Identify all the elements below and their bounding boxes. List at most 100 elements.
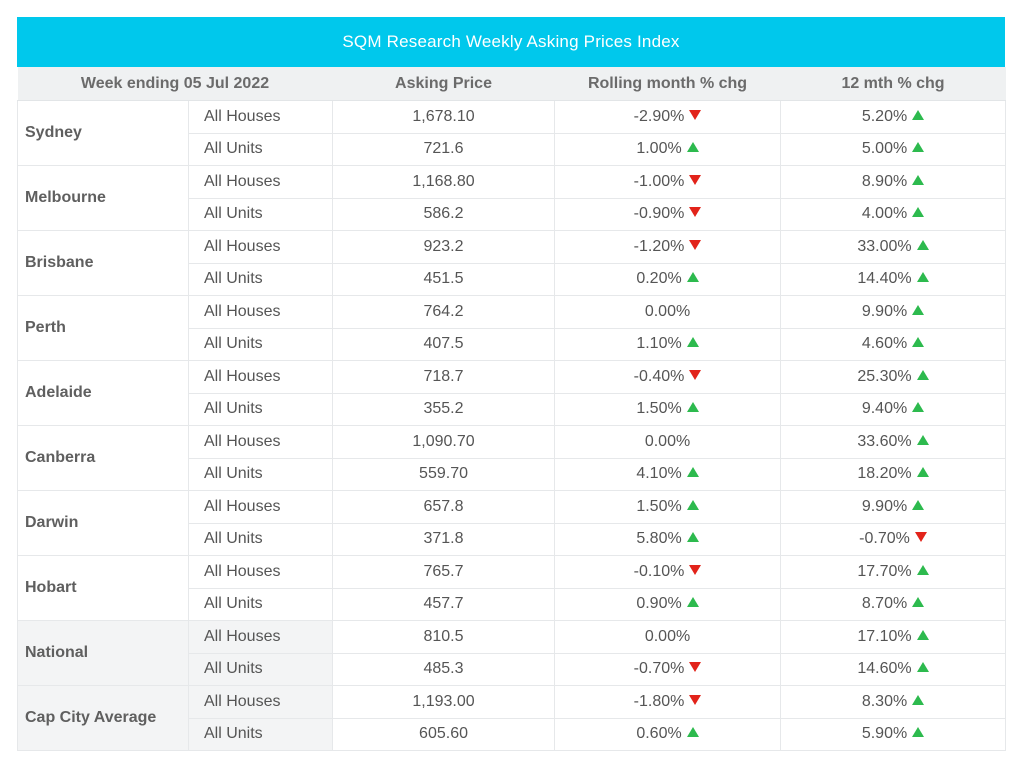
twelve-month-change-value: 9.90%: [861, 497, 908, 515]
twelve-month-change: 4.60%: [780, 327, 1007, 361]
asking-price: 485.3: [332, 652, 556, 686]
rolling-month-change: -1.20%: [554, 230, 782, 264]
table-row: National All Houses 810.5 0.00% 17.10%: [17, 620, 1007, 686]
twelve-month-change-value: -0.70%: [859, 530, 910, 548]
property-type: All Houses: [187, 620, 334, 654]
up-arrow-icon: [686, 337, 699, 348]
rolling-month-change-value: -0.40%: [633, 367, 685, 385]
twelve-month-change: 14.60%: [780, 652, 1007, 686]
asking-price: 407.5: [332, 327, 556, 361]
property-type: All Houses: [187, 360, 334, 394]
table-row: Cap City Average All Houses 1,193.00 -1.80%…: [17, 685, 1007, 751]
twelve-month-change: 33.60%: [780, 425, 1007, 459]
rolling-month-change: -0.40%: [554, 360, 782, 394]
rolling-month-change: 0.20%: [554, 262, 782, 296]
header-12-month: 12 mth % chg: [780, 67, 1006, 101]
table-row: Brisbane All Houses 923.2 -1.20% 33.00%: [17, 230, 1007, 296]
rolling-month-change-value: -1.00%: [633, 172, 685, 190]
twelve-month-change: 14.40%: [780, 262, 1007, 296]
twelve-month-change: 4.00%: [780, 197, 1007, 231]
property-type: All Houses: [187, 490, 334, 524]
asking-price: 451.5: [332, 262, 556, 296]
up-arrow-icon: [912, 694, 925, 705]
city-label: Melbourne: [17, 165, 189, 231]
up-arrow-icon: [686, 597, 699, 608]
table-row: All Units 721.6 1.00% 5.00%: [18, 132, 1007, 166]
city-label: Hobart: [17, 555, 189, 621]
twelve-month-change-value: 8.90%: [861, 172, 908, 190]
down-arrow-icon: [689, 369, 702, 380]
table-row: All Units 457.7 0.90% 8.70%: [18, 587, 1007, 621]
rolling-month-change: -1.00%: [554, 165, 782, 199]
twelve-month-change: 5.00%: [780, 132, 1007, 166]
table-row: All Units 586.2 -0.90% 4.00%: [18, 197, 1007, 231]
property-type: All Houses: [187, 230, 334, 264]
twelve-month-change: 5.20%: [780, 100, 1007, 134]
up-arrow-icon: [916, 629, 929, 640]
up-arrow-icon: [912, 304, 925, 315]
table-row: Sydney All Houses 1,678.10 -2.90% 5.20%: [17, 100, 1007, 166]
header-week: Week ending 05 Jul 2022: [17, 67, 333, 101]
asking-price: 457.7: [332, 587, 556, 621]
property-type: All Houses: [187, 165, 334, 199]
table-row: Adelaide All Houses 718.7 -0.40% 25.30%: [17, 360, 1007, 426]
up-arrow-icon: [686, 142, 699, 153]
asking-price: 810.5: [332, 620, 556, 654]
twelve-month-change-value: 9.90%: [861, 302, 908, 320]
property-type: All Units: [187, 717, 334, 751]
twelve-month-change-value: 17.70%: [857, 562, 912, 580]
up-arrow-icon: [912, 727, 925, 738]
asking-price: 764.2: [332, 295, 556, 329]
property-type: All Houses: [187, 295, 334, 329]
city-label: Darwin: [17, 490, 189, 556]
up-arrow-icon: [916, 272, 929, 283]
twelve-month-change: 18.20%: [780, 457, 1007, 491]
rolling-month-change: 0.00%: [554, 295, 782, 329]
rolling-month-change: -1.80%: [554, 685, 782, 719]
up-arrow-icon: [912, 207, 925, 218]
table-row: All Units 407.5 1.10% 4.60%: [18, 327, 1007, 361]
property-type: All Units: [187, 522, 334, 556]
up-arrow-icon: [912, 337, 925, 348]
rolling-month-change-value: -2.90%: [633, 107, 685, 125]
rolling-month-change: 1.50%: [554, 392, 782, 426]
up-arrow-icon: [686, 532, 699, 543]
twelve-month-change-value: 8.30%: [861, 692, 908, 710]
asking-price: 371.8: [332, 522, 556, 556]
up-arrow-icon: [912, 109, 925, 120]
up-arrow-icon: [916, 239, 929, 250]
twelve-month-change-value: 25.30%: [857, 367, 912, 385]
twelve-month-change: 9.90%: [780, 490, 1007, 524]
property-type: All Houses: [187, 555, 334, 589]
asking-price: 718.7: [332, 360, 556, 394]
table-row: Darwin All Houses 657.8 1.50% 9.90%: [17, 490, 1007, 556]
table-title: SQM Research Weekly Asking Prices Index: [342, 32, 680, 51]
down-arrow-icon: [689, 239, 702, 250]
rolling-month-change: 0.60%: [554, 717, 782, 751]
rolling-month-change-value: 1.10%: [636, 335, 682, 353]
twelve-month-change-value: 4.00%: [861, 205, 908, 223]
twelve-month-change-value: 18.20%: [857, 465, 912, 483]
twelve-month-change-value: 14.40%: [857, 270, 912, 288]
header-asking-price: Asking Price: [332, 67, 555, 101]
down-arrow-icon: [689, 174, 702, 185]
rolling-month-change-value: 0.00%: [644, 432, 691, 450]
up-arrow-icon: [686, 272, 699, 283]
asking-price: 355.2: [332, 392, 556, 426]
up-arrow-icon: [912, 499, 925, 510]
asking-price: 765.7: [332, 555, 556, 589]
twelve-month-change: 33.00%: [780, 230, 1007, 264]
twelve-month-change: 8.70%: [780, 587, 1007, 621]
up-arrow-icon: [912, 402, 925, 413]
rolling-month-change: 4.10%: [554, 457, 782, 491]
down-arrow-icon: [689, 694, 702, 705]
rolling-month-change-value: 0.90%: [636, 595, 682, 613]
up-arrow-icon: [686, 727, 699, 738]
asking-price: 721.6: [332, 132, 556, 166]
table-row: All Units 559.70 4.10% 18.20%: [18, 457, 1007, 491]
twelve-month-change: 25.30%: [780, 360, 1007, 394]
rolling-month-change-value: 0.00%: [644, 627, 691, 645]
up-arrow-icon: [916, 434, 929, 445]
city-label: Cap City Average: [17, 685, 189, 751]
property-type: All Units: [187, 262, 334, 296]
